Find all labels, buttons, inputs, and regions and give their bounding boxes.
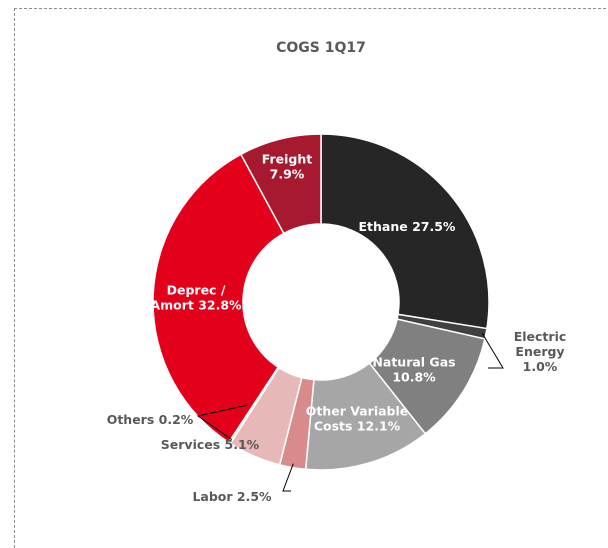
slice-freight [239,133,322,235]
chart-frame [14,8,606,548]
donut-chart: COGS 1Q17 Ethane 27.5% Electric Energy 1.0%… [107,40,567,504]
data-label-line: Ethane 27.5% [359,219,456,234]
data-label-ethane: Ethane 27.5% [359,219,456,234]
data-label-line: Others 0.2% [107,412,194,427]
data-label-line: Services 5.1% [161,437,260,452]
data-label-others: Others 0.2% [107,412,194,427]
data-label-freight: Freight 7.9% [262,152,313,182]
data-label-line: Freight [262,152,313,167]
data-label-line: 7.9% [270,167,305,182]
data-label-line: 1.0% [523,359,558,374]
data-label-other-variable-costs: Other Variable Costs 12.1% [306,404,409,434]
data-label-natural-gas: Natural Gas 10.8% [372,355,455,385]
data-label-line: Costs 12.1% [314,419,401,434]
data-label-line: Other Variable [306,404,409,419]
slice-deprec-amort [152,153,285,444]
data-label-line: Energy [515,344,564,359]
data-label-line: Electric [514,329,567,344]
leader-line-electric-energy [481,332,504,369]
leader-line-labor [282,463,294,492]
data-label-line: Natural Gas [372,355,455,370]
data-label-line: Deprec / [167,283,226,298]
data-label-electric-energy: Electric Energy 1.0% [514,329,567,374]
slice-ethane [320,133,490,330]
data-label-line: Amort 32.8% [150,298,242,313]
data-label-deprec-amort: Deprec / Amort 32.8% [150,283,242,313]
leader-line-others [196,404,249,440]
data-label-labor: Labor 2.5% [192,489,272,504]
data-label-line: Labor 2.5% [192,489,272,504]
data-label-services: Services 5.1% [161,437,260,452]
chart-title: COGS 1Q17 [276,40,366,56]
data-label-line: 10.8% [392,370,436,385]
